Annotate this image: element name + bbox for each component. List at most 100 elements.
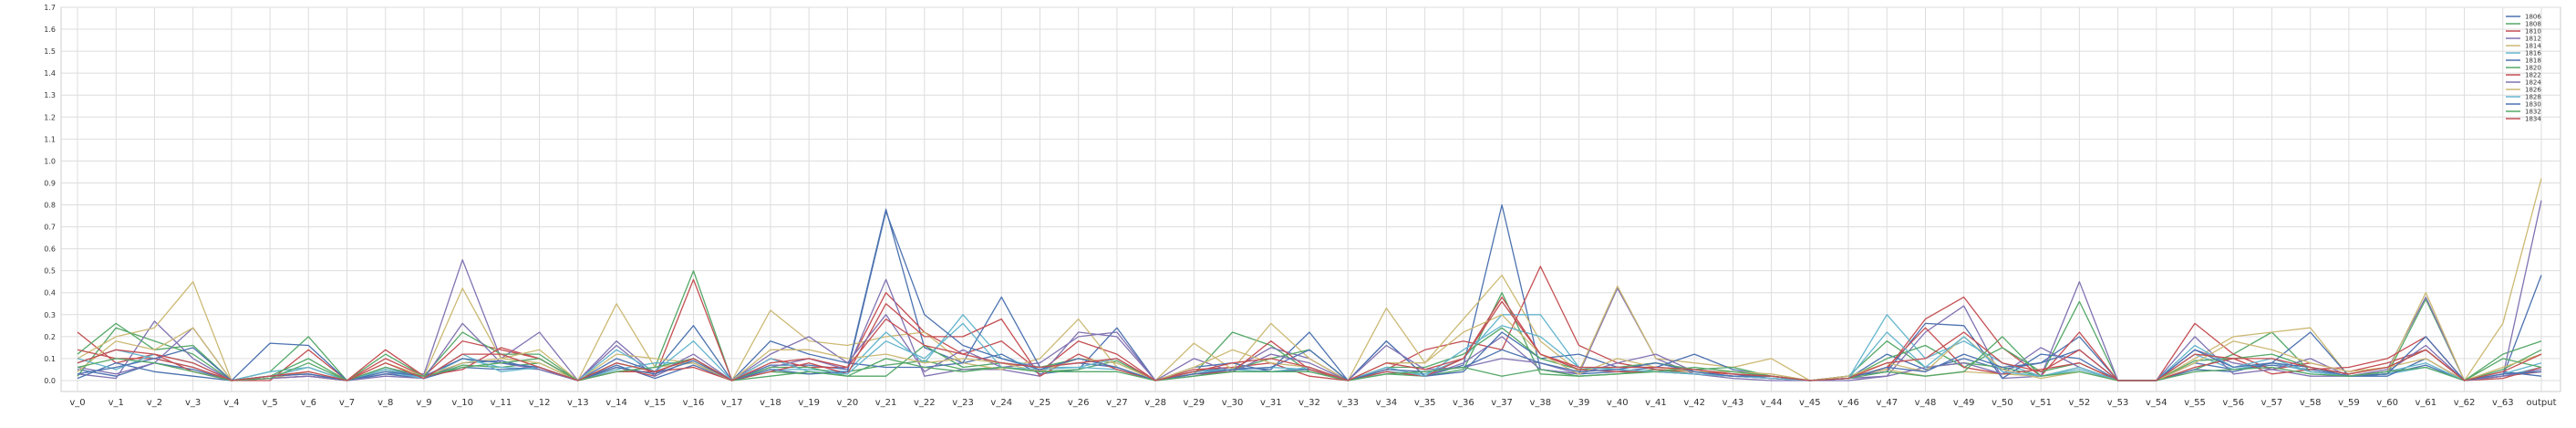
x-tick-label: v_23 xyxy=(952,398,974,408)
x-tick-label: v_16 xyxy=(683,398,705,408)
x-tick-label: output xyxy=(2527,398,2557,408)
legend-label: 1826 xyxy=(2525,87,2541,94)
x-tick-label: v_46 xyxy=(1837,398,1859,408)
y-tick-label: 1.5 xyxy=(44,47,56,56)
x-tick-label: v_31 xyxy=(1260,398,1282,408)
y-tick-label: 0.5 xyxy=(44,267,56,276)
x-tick-label: v_28 xyxy=(1144,398,1166,408)
series-lines xyxy=(77,178,2542,381)
x-tick-label: v_9 xyxy=(416,398,431,408)
legend-label: 1816 xyxy=(2525,50,2541,57)
x-tick-label: v_50 xyxy=(1991,398,2013,408)
x-tick-label: v_47 xyxy=(1876,398,1898,408)
y-axis-ticks: 0.0 0.1 0.2 0.3 0.4 0.5 0.6 0.7 0.8 0.9 1.0 1.1 1.2 1… xyxy=(44,4,56,385)
x-tick-label: v_49 xyxy=(1953,398,1975,408)
legend: 1806180818101812181418161818182018221824… xyxy=(2506,14,2541,123)
x-tick-label: v_17 xyxy=(721,398,743,408)
x-tick-label: v_59 xyxy=(2338,398,2360,408)
y-tick-label: 1.1 xyxy=(44,135,56,143)
x-tick-label: v_57 xyxy=(2261,398,2283,408)
legend-label: 1830 xyxy=(2525,101,2541,109)
y-tick-label: 0.2 xyxy=(44,333,56,341)
y-tick-label: 1.4 xyxy=(44,69,56,78)
x-tick-label: v_19 xyxy=(798,398,820,408)
x-tick-label: v_4 xyxy=(223,398,239,408)
x-tick-label: v_5 xyxy=(262,398,277,408)
y-tick-label: 0.3 xyxy=(44,311,56,319)
x-tick-label: v_33 xyxy=(1337,398,1359,408)
y-tick-label: 0.9 xyxy=(44,179,56,187)
legend-label: 1822 xyxy=(2525,72,2541,79)
legend-label: 1832 xyxy=(2525,109,2541,116)
x-tick-label: v_1 xyxy=(109,398,124,408)
x-tick-label: v_58 xyxy=(2300,398,2322,408)
x-tick-label: v_25 xyxy=(1029,398,1051,408)
legend-label: 1806 xyxy=(2525,14,2541,21)
legend-label: 1824 xyxy=(2525,79,2541,87)
y-tick-label: 1.7 xyxy=(44,4,56,12)
legend-label: 1828 xyxy=(2525,94,2541,101)
y-tick-label: 1.3 xyxy=(44,91,56,99)
legend-label: 1808 xyxy=(2525,21,2541,28)
x-tick-label: v_14 xyxy=(605,398,627,408)
x-tick-label: v_43 xyxy=(1723,398,1744,408)
x-tick-label: v_11 xyxy=(491,398,512,408)
x-tick-label: v_60 xyxy=(2376,398,2398,408)
x-tick-label: v_36 xyxy=(1453,398,1474,408)
y-tick-label: 1.2 xyxy=(44,113,56,121)
x-tick-label: v_63 xyxy=(2492,398,2514,408)
x-tick-label: v_55 xyxy=(2184,398,2206,408)
legend-label: 1810 xyxy=(2525,28,2541,36)
x-tick-label: v_41 xyxy=(1645,398,1667,408)
x-tick-label: v_6 xyxy=(301,398,316,408)
x-tick-label: v_3 xyxy=(185,398,201,408)
x-tick-label: v_20 xyxy=(837,398,859,408)
y-tick-label: 1.6 xyxy=(44,26,56,34)
series-line-1834 xyxy=(77,300,2542,381)
legend-label: 1812 xyxy=(2525,36,2541,43)
x-tick-label: v_61 xyxy=(2416,398,2437,408)
x-tick-label: v_45 xyxy=(1799,398,1821,408)
x-tick-label: v_26 xyxy=(1068,398,1090,408)
x-tick-label: v_29 xyxy=(1184,398,1205,408)
x-tick-label: v_35 xyxy=(1414,398,1436,408)
y-tick-label: 0.0 xyxy=(44,377,56,385)
x-tick-label: v_52 xyxy=(2069,398,2091,408)
x-tick-label: v_38 xyxy=(1529,398,1551,408)
y-tick-label: 0.4 xyxy=(44,289,56,298)
legend-label: 1834 xyxy=(2525,116,2541,123)
x-tick-label: v_7 xyxy=(339,398,355,408)
x-tick-label: v_44 xyxy=(1761,398,1783,408)
x-tick-label: v_18 xyxy=(760,398,781,408)
x-tick-label: v_51 xyxy=(2030,398,2052,408)
y-tick-label: 0.6 xyxy=(44,245,56,254)
x-tick-label: v_21 xyxy=(875,398,897,408)
x-tick-label: v_30 xyxy=(1222,398,1244,408)
x-tick-label: v_0 xyxy=(69,398,85,408)
x-tick-label: v_37 xyxy=(1491,398,1513,408)
x-tick-label: v_34 xyxy=(1376,398,1398,408)
x-tick-label: v_2 xyxy=(147,398,162,408)
x-tick-label: v_22 xyxy=(914,398,936,408)
x-tick-label: v_40 xyxy=(1607,398,1629,408)
y-tick-label: 0.1 xyxy=(44,355,56,363)
x-tick-label: v_13 xyxy=(567,398,589,408)
y-tick-label: 0.8 xyxy=(44,202,56,210)
legend-label: 1820 xyxy=(2525,65,2541,72)
x-tick-label: v_39 xyxy=(1568,398,1590,408)
x-tick-label: v_32 xyxy=(1298,398,1320,408)
x-tick-label: v_27 xyxy=(1106,398,1128,408)
x-tick-label: v_42 xyxy=(1683,398,1705,408)
x-tick-label: v_8 xyxy=(378,398,393,408)
y-tick-label: 1.0 xyxy=(44,157,56,165)
x-tick-label: v_10 xyxy=(451,398,473,408)
legend-label: 1818 xyxy=(2525,57,2541,65)
x-tick-label: v_62 xyxy=(2454,398,2476,408)
x-tick-label: v_54 xyxy=(2146,398,2167,408)
x-tick-label: v_24 xyxy=(990,398,1012,408)
y-tick-label: 0.7 xyxy=(44,224,56,232)
legend-label: 1814 xyxy=(2525,43,2541,50)
x-tick-label: v_12 xyxy=(529,398,551,408)
x-axis-ticks: v_0 v_1 v_2 v_3 v_4 v_5 v_6 v_7 v_8 v_9 v_10 v_11 v_… xyxy=(69,398,2556,408)
